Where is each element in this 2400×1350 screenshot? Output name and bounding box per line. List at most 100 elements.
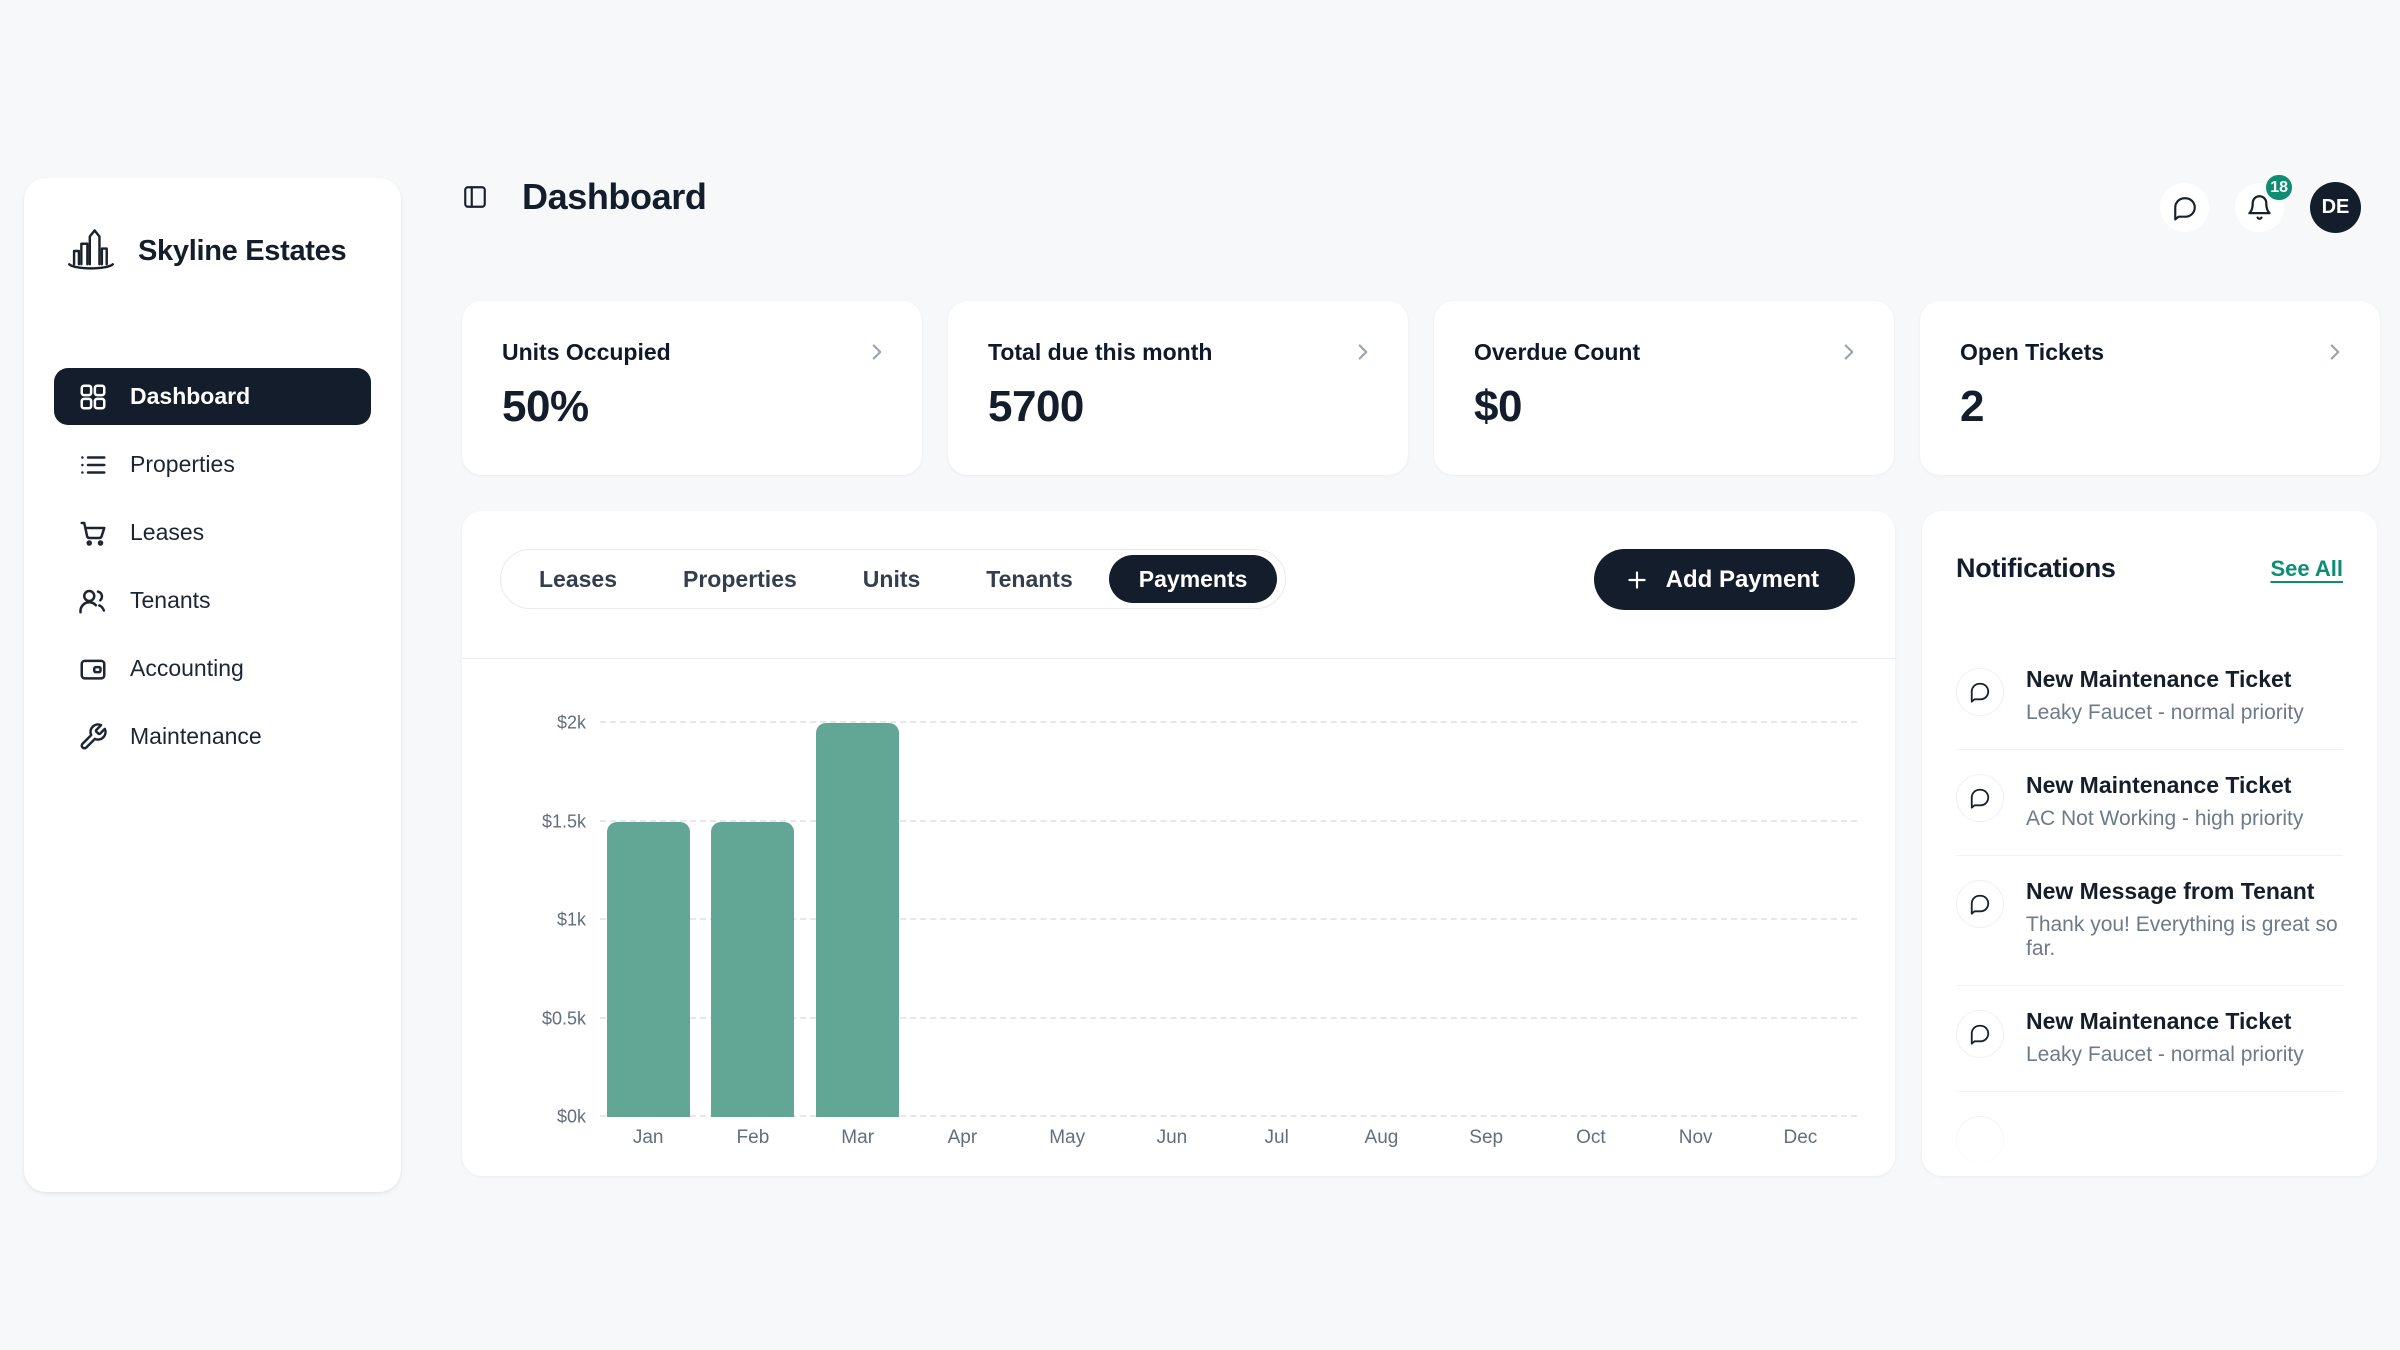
- sidebar-item-leases[interactable]: Leases: [54, 504, 371, 561]
- bar-mar[interactable]: [816, 723, 900, 1117]
- chat-bubble-icon: [1956, 668, 2004, 716]
- x-axis-tick-label: Apr: [947, 1127, 978, 1148]
- bar-jan[interactable]: [606, 821, 690, 1117]
- chevron-right-icon: [1836, 339, 1862, 365]
- sidebar-item-accounting[interactable]: Accounting: [54, 640, 371, 697]
- y-axis-tick-label: $2k: [556, 712, 586, 733]
- gridline: [600, 1016, 1857, 1019]
- divider: [462, 658, 1895, 659]
- sidebar-item-label: Dashboard: [130, 383, 251, 409]
- tab-units[interactable]: Units: [862, 565, 921, 592]
- notifications-button[interactable]: 18: [2235, 172, 2295, 232]
- sidebar-item-label: Accounting: [130, 655, 244, 681]
- add-payment-label: Add Payment: [1665, 565, 1819, 593]
- notification-subtitle: Thank you! Everything is great so far.: [2026, 913, 2338, 960]
- notification-item[interactable]: New Maintenance Ticket AC Not Working - …: [1956, 749, 2343, 855]
- sidebar-item-maintenance[interactable]: Maintenance: [54, 708, 371, 765]
- sidebar-item-label: Maintenance: [130, 723, 262, 749]
- chevron-right-icon: [864, 339, 890, 365]
- notification-item[interactable]: New Maintenance Ticket Leaky Faucet - no…: [1956, 644, 2343, 749]
- chat-bubble-icon: [1956, 1116, 2004, 1164]
- gridline: [600, 721, 1857, 723]
- stat-label: Open Tickets: [1960, 339, 2105, 365]
- payments-chart-card: Leases Properties Units Tenants Payments…: [462, 511, 1895, 1176]
- sidebar-item-tenants[interactable]: Tenants: [54, 572, 371, 629]
- skyline-logo-icon: [62, 222, 120, 280]
- y-axis-tick-label: $0.5k: [541, 1008, 586, 1028]
- tab-payments[interactable]: Payments: [1108, 555, 1278, 603]
- x-axis-tick-label: Jan: [632, 1127, 664, 1148]
- users-icon: [78, 586, 108, 616]
- stat-label: Overdue Count: [1474, 339, 1641, 365]
- list-icon: [78, 450, 108, 480]
- notification-subtitle: Leaky Faucet - normal priority: [2026, 701, 2304, 724]
- x-axis-tick-label: Sep: [1469, 1127, 1504, 1148]
- sidebar-item-dashboard[interactable]: Dashboard: [54, 368, 371, 425]
- sidebar-item-properties[interactable]: Properties: [54, 436, 371, 493]
- wallet-icon: [78, 654, 108, 684]
- gridline: [600, 819, 1857, 822]
- notifications-title: Notifications: [1956, 553, 2116, 583]
- chevron-right-icon: [2322, 339, 2348, 365]
- see-all-link[interactable]: See All: [2270, 555, 2343, 581]
- y-axis-tick-label: $0k: [556, 1106, 586, 1127]
- notifications-panel: Notifications See All New Maintenance Ti…: [1922, 511, 2377, 1176]
- x-axis-tick-label: Dec: [1783, 1127, 1818, 1148]
- stat-card-overdue-count[interactable]: Overdue Count $0: [1434, 301, 1894, 475]
- x-axis-tick-label: May: [1049, 1127, 1086, 1148]
- chart-y-axis: $0k $0.5k $1k $1.5k $2k: [500, 697, 600, 1127]
- entity-tabs: Leases Properties Units Tenants Payments: [500, 549, 1287, 609]
- chevron-right-icon: [1350, 339, 1376, 365]
- notification-count-badge: 18: [2263, 172, 2295, 203]
- stat-value: 50%: [502, 382, 589, 431]
- x-axis-tick-label: Aug: [1364, 1127, 1399, 1148]
- plus-icon: [1624, 567, 1650, 593]
- notifications-list: New Maintenance Ticket Leaky Faucet - no…: [1922, 644, 2377, 1176]
- stat-value: 5700: [988, 382, 1084, 431]
- gridline: [600, 1115, 1857, 1117]
- sidebar-item-label: Properties: [130, 451, 235, 477]
- page-header: Dashboard 18 DE: [462, 172, 2376, 240]
- stat-label: Units Occupied: [502, 339, 671, 365]
- y-axis-tick-label: $1k: [556, 909, 586, 930]
- brand-name: Skyline Estates: [138, 234, 347, 267]
- stat-card-units-occupied[interactable]: Units Occupied 50%: [462, 301, 922, 475]
- tab-tenants[interactable]: Tenants: [986, 565, 1073, 592]
- wrench-icon: [78, 722, 108, 752]
- notification-title: New Maintenance Ticket: [2026, 772, 2292, 798]
- avatar[interactable]: DE: [2310, 182, 2361, 233]
- stat-value: 2: [1960, 382, 1984, 431]
- chart-plot-area: [600, 697, 1857, 1117]
- x-axis-tick-label: Jun: [1156, 1127, 1188, 1148]
- stat-card-open-tickets[interactable]: Open Tickets 2: [1920, 301, 2380, 475]
- notification-item[interactable]: New Maintenance Ticket Leaky Faucet - no…: [1956, 985, 2343, 1091]
- x-axis-tick-label: Feb: [736, 1127, 770, 1148]
- payments-bar-chart: $0k $0.5k $1k $1.5k $2k Jan Feb Mar Apr May Jun Ju…: [500, 697, 1857, 1148]
- chart-x-axis: Jan Feb Mar Apr May Jun Jul Aug Sep Oct Nov Dec: [600, 1121, 1857, 1151]
- x-axis-tick-label: Jul: [1264, 1127, 1289, 1148]
- tab-properties[interactable]: Properties: [683, 565, 797, 592]
- stat-value: $0: [1474, 382, 1522, 431]
- notification-title: New Maintenance Ticket: [2026, 666, 2292, 692]
- add-payment-button[interactable]: Add Payment: [1593, 549, 1855, 610]
- messages-button[interactable]: [2160, 183, 2209, 232]
- sidebar-item-label: Tenants: [130, 587, 211, 613]
- y-axis-tick-label: $1.5k: [541, 811, 586, 831]
- notification-item[interactable]: New Message from Tenant Thank you! Every…: [1956, 855, 2343, 985]
- sidebar-nav: Dashboard Properties Leases Tenants Acco…: [54, 368, 371, 765]
- bell-icon: [2246, 194, 2273, 221]
- sidebar-toggle-icon[interactable]: [462, 184, 488, 210]
- stat-label: Total due this month: [988, 339, 1213, 365]
- bar-feb[interactable]: [711, 821, 795, 1117]
- gridline: [600, 918, 1857, 920]
- notification-title: New Maintenance Ticket: [2026, 1008, 2292, 1034]
- brand: Skyline Estates: [54, 222, 371, 280]
- chat-bubble-icon: [2172, 195, 2198, 221]
- stat-card-total-due[interactable]: Total due this month 5700: [948, 301, 1408, 475]
- cart-icon: [78, 518, 108, 548]
- notification-subtitle: AC Not Working - high priority: [2026, 807, 2304, 830]
- notification-title: New Message from Tenant: [2026, 878, 2315, 904]
- x-axis-tick-label: Oct: [1576, 1127, 1606, 1148]
- x-axis-tick-label: Mar: [841, 1127, 875, 1148]
- tab-leases[interactable]: Leases: [539, 565, 618, 592]
